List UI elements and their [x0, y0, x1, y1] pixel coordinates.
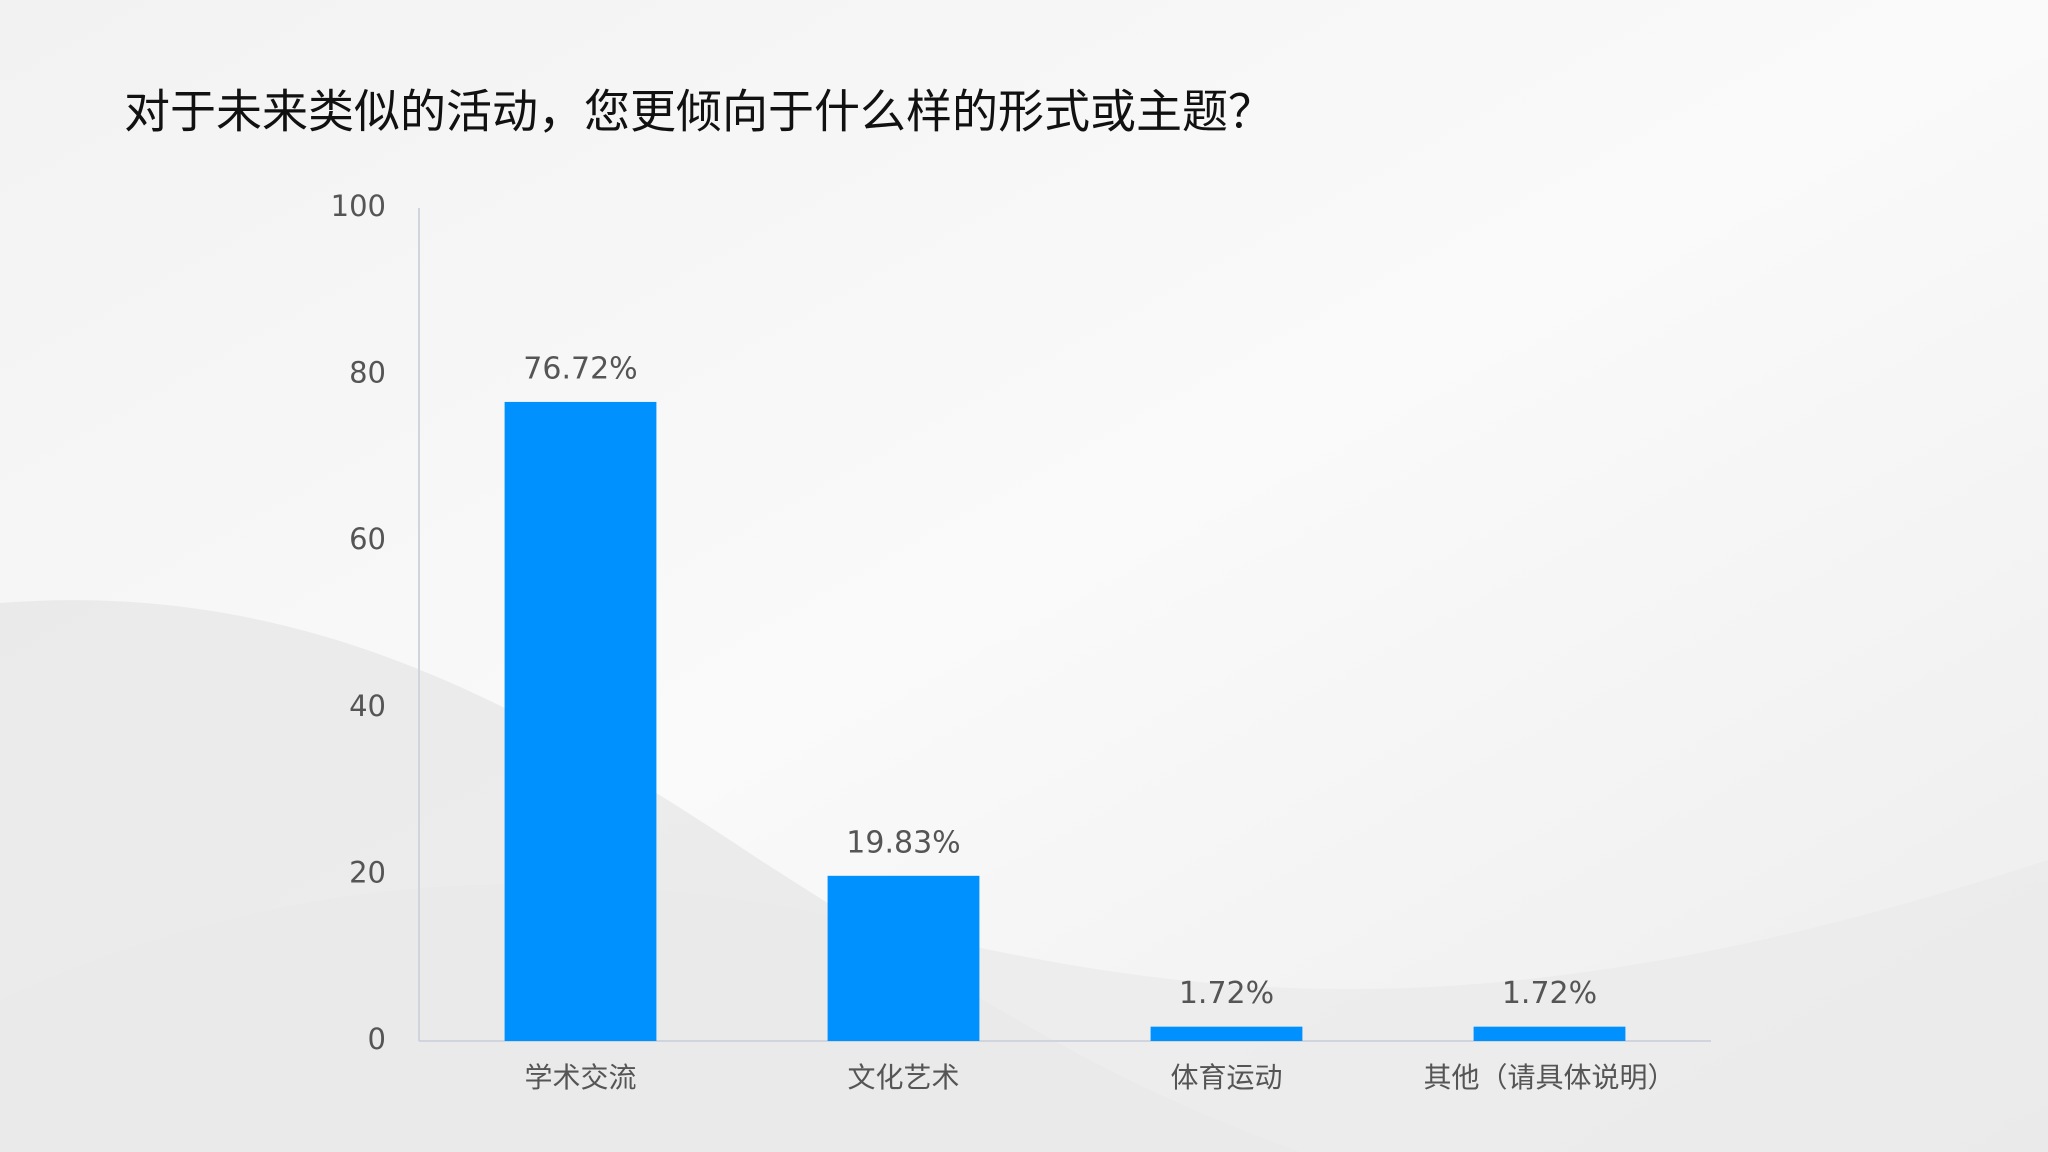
bar: [827, 875, 980, 1041]
x-tick-label: 学术交流: [524, 1061, 636, 1094]
y-tick-label: 100: [331, 189, 386, 223]
value-label: 1.72%: [1502, 976, 1597, 1011]
bar: [1150, 1026, 1303, 1041]
chart-title: 对于未来类似的活动，您更倾向于什么样的形式或主题？: [124, 85, 1274, 139]
bar: [1473, 1026, 1626, 1041]
value-label: 19.83%: [846, 825, 960, 860]
x-tick-label: 体育运动: [1170, 1061, 1282, 1094]
y-tick-label: 60: [349, 522, 386, 556]
bar: [504, 401, 657, 1042]
x-tick-label: 其他（请具体说明）: [1423, 1061, 1675, 1094]
value-label: 76.72%: [523, 351, 637, 386]
x-tick-label: 文化艺术: [847, 1061, 959, 1094]
y-tick-label: 40: [349, 689, 386, 723]
value-label: 1.72%: [1179, 976, 1274, 1011]
y-tick-label: 80: [349, 356, 386, 390]
y-tick-label: 20: [349, 855, 386, 889]
y-tick-label: 0: [368, 1022, 386, 1056]
